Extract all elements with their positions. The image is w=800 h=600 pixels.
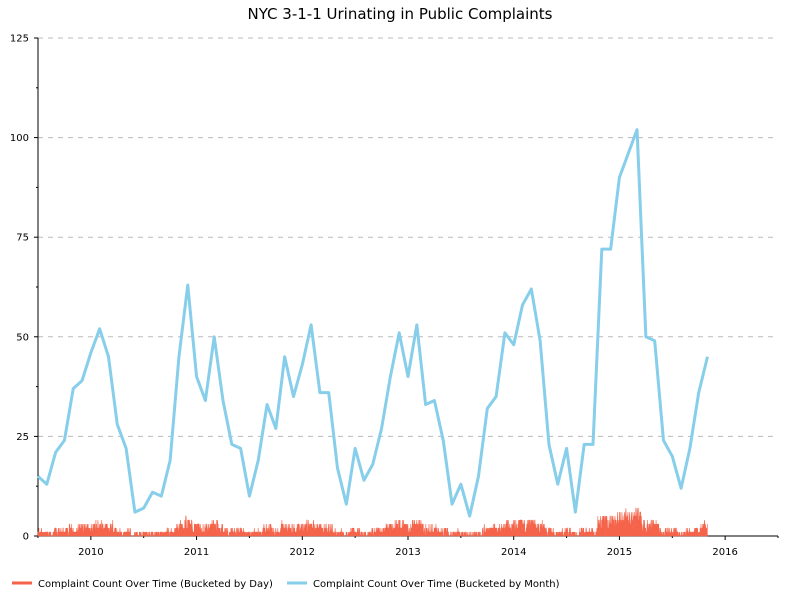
x-tick-label: 2016 [712, 547, 737, 558]
legend: Complaint Count Over Time (Bucketed by D… [12, 579, 560, 590]
x-tick-label: 2010 [78, 547, 103, 558]
y-tick-label: 25 [16, 432, 29, 443]
legend-label: Complaint Count Over Time (Bucketed by M… [313, 579, 560, 590]
y-tick-label: 75 [16, 233, 29, 244]
chart-title: NYC 3-1-1 Urinating in Public Complaints [247, 5, 552, 23]
x-tick-label: 2014 [501, 547, 526, 558]
x-tick-label: 2011 [184, 547, 209, 558]
x-tick-label: 2015 [607, 547, 632, 558]
y-axis: 0 25 50 75 100 125 [10, 34, 39, 543]
grid [38, 37, 778, 437]
y-tick-label: 0 [23, 532, 29, 543]
plot-area [36, 128, 709, 537]
y-tick-label: 50 [16, 332, 29, 343]
x-tick-label: 2012 [290, 547, 315, 558]
series-daily-area [37, 507, 708, 537]
legend-label: Complaint Count Over Time (Bucketed by D… [38, 579, 273, 590]
series-monthly-line [36, 128, 709, 518]
y-tick-label: 125 [10, 34, 29, 45]
y-tick-label: 100 [10, 133, 29, 144]
x-axis: 2010 2011 2012 2013 2014 2015 2016 [37, 535, 779, 558]
x-tick-label: 2013 [395, 547, 420, 558]
